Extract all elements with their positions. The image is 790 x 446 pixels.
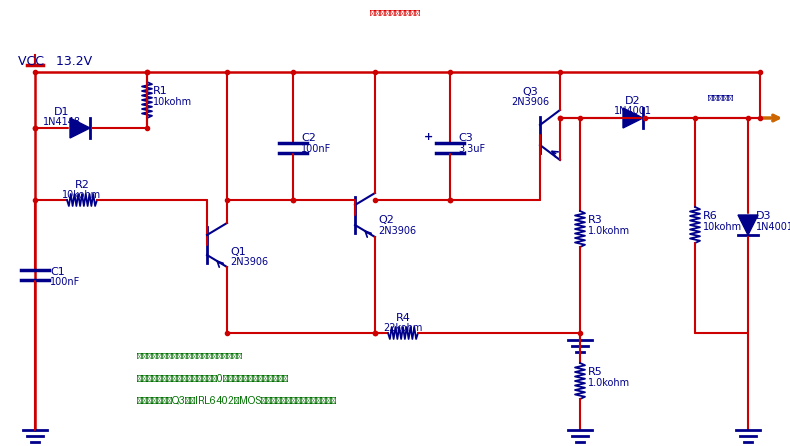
Text: D2: D2: [625, 96, 641, 106]
Polygon shape: [623, 108, 643, 128]
Text: Q3: Q3: [522, 87, 538, 97]
Text: 10kohm: 10kohm: [153, 97, 192, 107]
Text: 1N4001: 1N4001: [614, 106, 652, 116]
Text: 100nF: 100nF: [50, 277, 81, 287]
Text: 100nF: 100nF: [301, 144, 331, 154]
Text: +: +: [423, 132, 433, 142]
Text: 22kohm: 22kohm: [383, 323, 423, 333]
Text: R3: R3: [588, 215, 603, 225]
Text: 1N4148: 1N4148: [43, 117, 81, 127]
Text: C1: C1: [50, 267, 65, 277]
Text: D1: D1: [55, 107, 70, 117]
Polygon shape: [738, 215, 758, 235]
Text: R1: R1: [153, 86, 167, 96]
Text: VCC   13.2V: VCC 13.2V: [18, 55, 92, 68]
Text: C2: C2: [301, 133, 316, 143]
Text: Q2: Q2: [378, 215, 394, 225]
Text: 2N3906: 2N3906: [230, 257, 268, 267]
Text: R2: R2: [74, 180, 89, 190]
Text: 1.0kohm: 1.0kohm: [588, 226, 630, 236]
Text: R6: R6: [703, 211, 718, 221]
Text: 2N3906: 2N3906: [378, 226, 416, 236]
Text: 1.0kohm: 1.0kohm: [588, 378, 630, 388]
Text: R4: R4: [396, 313, 411, 323]
Text: 1N4001: 1N4001: [756, 222, 790, 232]
Text: C3: C3: [458, 133, 472, 143]
Text: D3: D3: [756, 211, 772, 221]
Text: 2N3906: 2N3906: [511, 97, 549, 107]
Text: Q1: Q1: [230, 247, 246, 257]
Text: 10kohm: 10kohm: [703, 222, 742, 232]
Polygon shape: [70, 118, 90, 138]
Text: 3.3uF: 3.3uF: [458, 144, 485, 154]
Text: R5: R5: [588, 367, 603, 377]
Text: 10kohm: 10kohm: [62, 190, 102, 200]
